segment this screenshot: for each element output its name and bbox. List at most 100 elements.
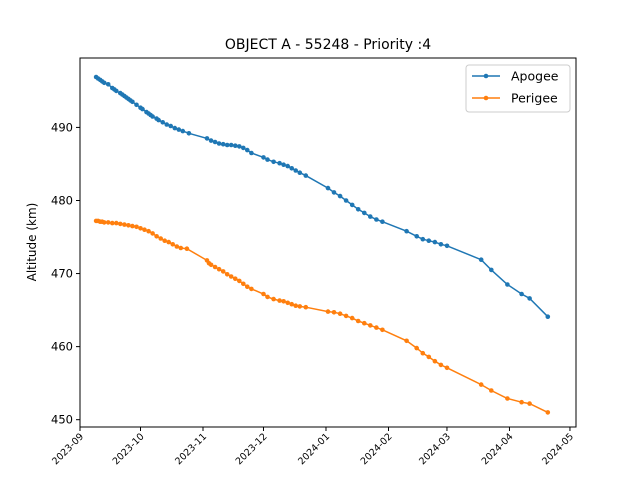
data-point-apogee-47 <box>277 160 282 166</box>
data-point-perigee-56 <box>374 325 379 330</box>
data-point-apogee-60 <box>362 210 367 216</box>
data-point-apogee-41 <box>241 145 246 151</box>
data-point-apogee-22 <box>150 114 155 119</box>
data-point-apogee-4 <box>101 80 107 86</box>
data-point-apogee-18 <box>140 106 145 112</box>
x-tick-label-2: 2023-11 <box>173 431 209 467</box>
legend-marker-perigee <box>483 95 489 101</box>
data-point-perigee-53 <box>355 318 361 324</box>
data-point-perigee-54 <box>362 320 367 326</box>
data-point-perigee-16 <box>150 231 155 236</box>
y-tick-label-3: 480 <box>51 193 73 207</box>
data-point-apogee-55 <box>331 190 337 195</box>
y-axis: 450 460 470 480 490 <box>51 120 80 427</box>
data-point-apogee-30 <box>180 128 186 134</box>
legend-label-apogee: Apogee <box>511 69 559 84</box>
x-tick-label-0: 2023-09 <box>50 431 86 467</box>
data-point-apogee-67 <box>426 238 432 243</box>
data-point-perigee-68 <box>519 399 524 405</box>
data-point-perigee-70 <box>545 410 551 415</box>
data-point-perigee-4 <box>101 220 107 225</box>
data-point-perigee-32 <box>228 274 234 279</box>
data-point-perigee-28 <box>212 264 218 270</box>
data-point-apogee-8 <box>114 88 119 94</box>
data-point-perigee-40 <box>271 296 276 302</box>
data-point-perigee-24 <box>184 246 190 251</box>
data-point-apogee-69 <box>438 242 444 247</box>
data-point-apogee-65 <box>414 234 420 239</box>
chart-title: OBJECT A - 55248 - Priority :4 <box>225 37 431 53</box>
data-point-perigee-33 <box>233 276 238 282</box>
data-point-perigee-62 <box>432 358 438 364</box>
data-point-apogee-36 <box>220 141 226 147</box>
data-point-apogee-34 <box>212 139 218 145</box>
data-point-perigee-41 <box>277 298 282 303</box>
data-point-perigee-34 <box>237 278 242 284</box>
data-point-perigee-30 <box>220 269 226 274</box>
data-point-perigee-57 <box>380 327 385 333</box>
x-tick-label-4: 2024-01 <box>296 431 332 467</box>
data-point-perigee-60 <box>420 350 426 356</box>
plot-area <box>93 74 551 415</box>
data-point-apogee-53 <box>303 173 309 178</box>
data-point-apogee-52 <box>297 170 303 175</box>
data-point-perigee-63 <box>438 362 444 368</box>
data-point-perigee-51 <box>343 313 349 319</box>
data-point-perigee-36 <box>245 284 250 290</box>
legend-marker-apogee <box>483 73 489 79</box>
data-point-apogee-39 <box>233 143 238 148</box>
data-point-perigee-61 <box>426 354 432 360</box>
data-point-apogee-74 <box>519 291 524 297</box>
data-point-apogee-25 <box>160 120 165 125</box>
data-point-perigee-46 <box>297 304 303 309</box>
legend: Apogee Perigee <box>465 64 571 113</box>
data-point-apogee-33 <box>208 138 214 143</box>
data-point-perigee-27 <box>208 262 214 268</box>
data-point-apogee-76 <box>545 314 551 320</box>
data-point-perigee-48 <box>325 309 331 314</box>
data-point-perigee-55 <box>368 323 373 328</box>
data-point-perigee-44 <box>289 301 295 307</box>
data-point-perigee-23 <box>178 245 184 251</box>
data-point-apogee-50 <box>289 166 295 171</box>
data-point-perigee-58 <box>404 338 409 344</box>
data-point-apogee-70 <box>444 243 450 249</box>
data-point-apogee-71 <box>478 257 484 263</box>
data-point-apogee-49 <box>285 163 291 169</box>
data-point-apogee-24 <box>156 117 161 123</box>
data-point-apogee-37 <box>224 142 230 148</box>
data-point-perigee-12 <box>134 224 139 230</box>
data-point-apogee-57 <box>343 198 349 203</box>
data-point-apogee-15 <box>130 99 135 105</box>
data-point-apogee-75 <box>527 296 532 301</box>
data-point-perigee-69 <box>527 401 532 406</box>
series-line-apogee <box>95 76 549 318</box>
data-point-perigee-20 <box>166 239 171 245</box>
data-point-apogee-64 <box>404 228 409 234</box>
x-tick-label-6: 2024-03 <box>417 431 453 467</box>
data-point-apogee-58 <box>349 202 355 208</box>
data-point-apogee-61 <box>368 214 373 219</box>
data-point-perigee-42 <box>281 299 286 304</box>
data-point-perigee-47 <box>303 304 309 310</box>
data-point-perigee-15 <box>146 228 151 234</box>
data-point-apogee-48 <box>281 162 286 167</box>
data-point-perigee-22 <box>174 244 180 249</box>
data-point-apogee-68 <box>432 239 438 245</box>
x-tick-label-7: 2024-04 <box>480 431 516 467</box>
data-point-apogee-46 <box>271 159 276 165</box>
data-point-perigee-9 <box>122 222 127 227</box>
data-point-apogee-16 <box>134 102 139 108</box>
y-tick-label-4: 490 <box>51 120 73 134</box>
data-point-perigee-50 <box>337 311 343 317</box>
data-point-apogee-43 <box>249 150 254 156</box>
x-axis: 2023-09 2023-10 2023-11 2023-12 2024-01 2024-… <box>50 427 576 467</box>
data-point-perigee-38 <box>261 291 266 297</box>
data-point-apogee-32 <box>204 136 210 141</box>
data-point-apogee-66 <box>420 236 426 242</box>
data-point-apogee-27 <box>168 123 173 129</box>
data-point-apogee-56 <box>337 193 343 199</box>
data-point-perigee-67 <box>505 396 510 401</box>
data-point-apogee-28 <box>172 125 178 131</box>
data-point-perigee-66 <box>489 388 494 393</box>
